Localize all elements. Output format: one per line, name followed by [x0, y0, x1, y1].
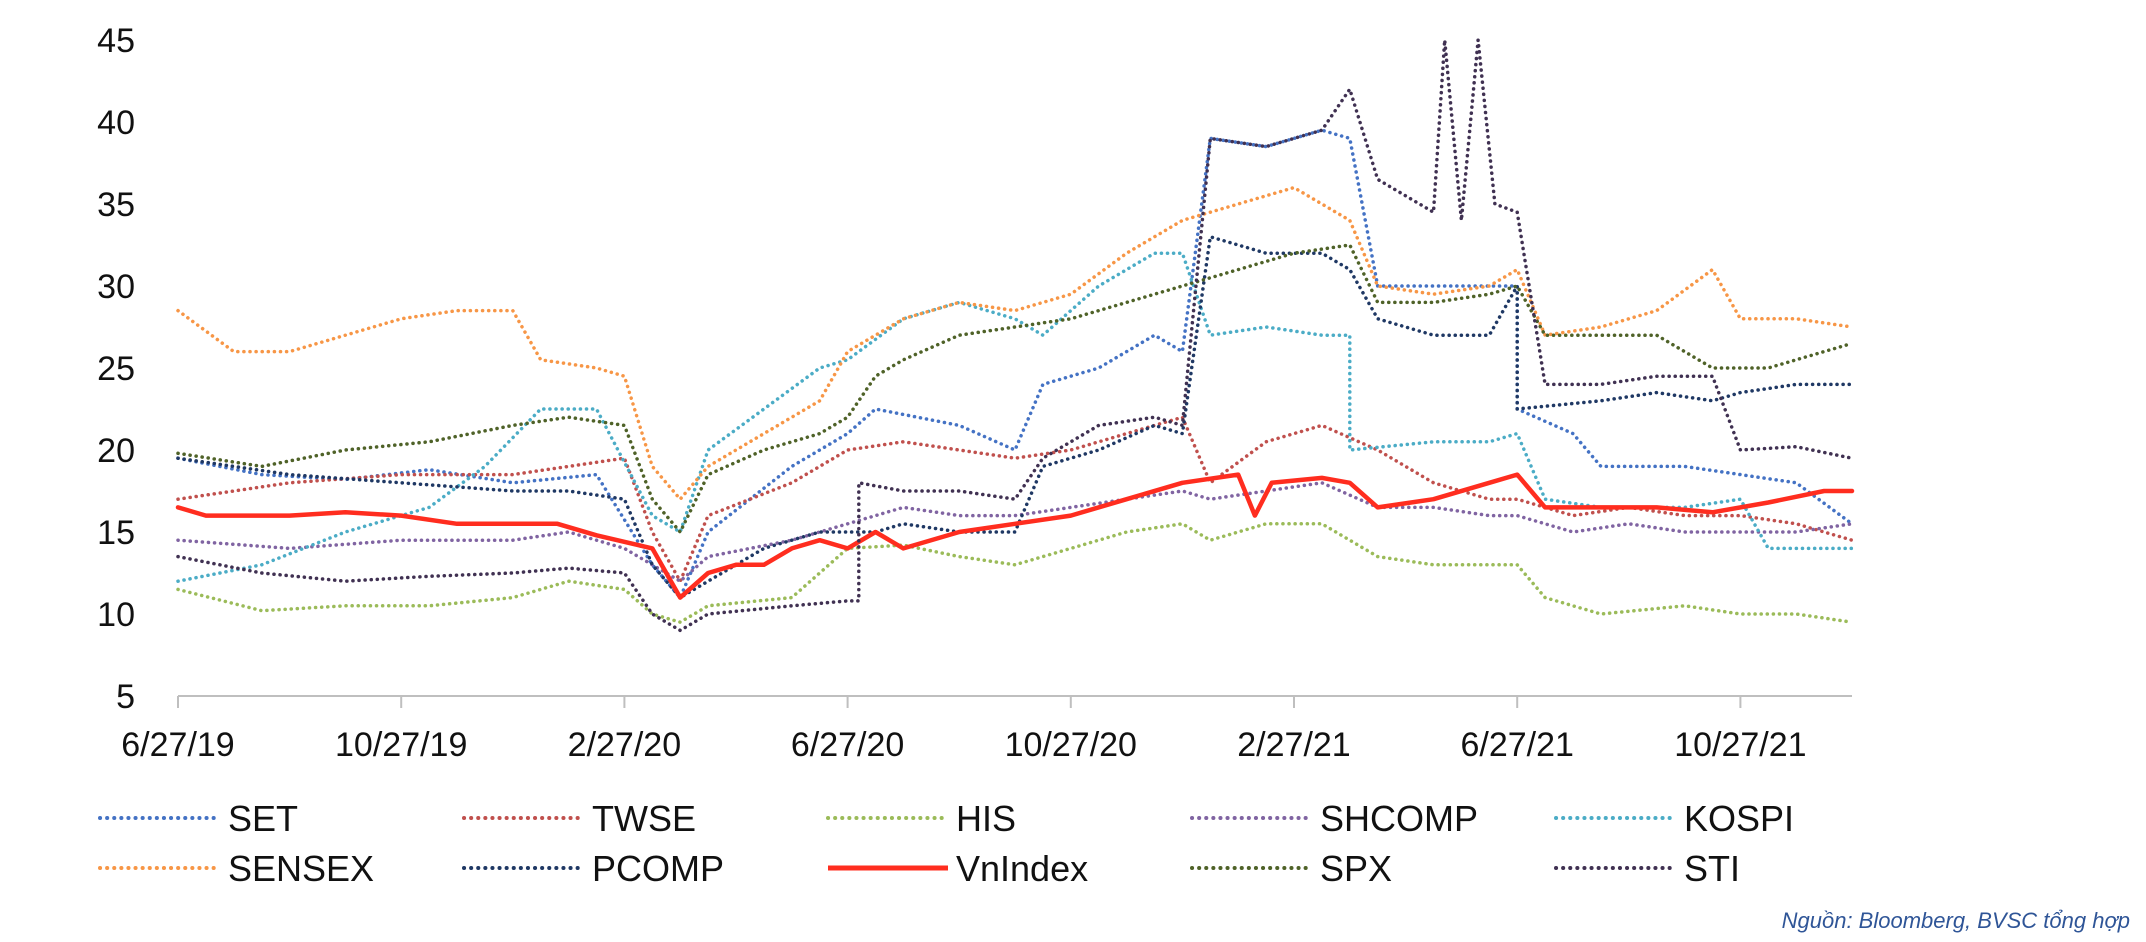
series-layer — [175, 38, 1855, 633]
legend-item-kospi: KOSPI — [1554, 798, 1794, 839]
x-tick-label: 6/27/20 — [791, 726, 904, 764]
legend-label: VnIndex — [956, 848, 1088, 889]
legend-item-sensex: SENSEX — [98, 848, 374, 889]
x-axis: 6/27/19 10/27/19 2/27/20 6/27/20 10/27/20 2/2… — [121, 695, 1852, 764]
y-tick-label: 25 — [97, 350, 135, 388]
y-tick-label: 15 — [97, 514, 135, 552]
series-line-shcomp — [176, 481, 1854, 583]
series-line-twse — [176, 415, 1854, 583]
series-line-sti — [176, 38, 1854, 633]
legend-label: HIS — [956, 798, 1016, 839]
legend-item-set: SET — [98, 798, 298, 839]
legend-label: SHCOMP — [1320, 798, 1478, 839]
series-line-his — [176, 522, 1854, 624]
x-tick-label: 10/27/21 — [1674, 726, 1806, 764]
legend-item-sti: STI — [1554, 848, 1740, 889]
legend-label: TWSE — [592, 798, 696, 839]
legend-label: STI — [1684, 848, 1740, 889]
y-tick-label: 40 — [97, 104, 135, 142]
y-tick-label: 10 — [97, 596, 135, 634]
legend-label: SET — [228, 798, 298, 839]
series-line-sensex — [176, 185, 1854, 501]
y-tick-label: 5 — [116, 678, 135, 716]
x-tick-label: 10/27/20 — [1005, 726, 1137, 764]
x-tick-label: 2/27/21 — [1237, 726, 1350, 764]
x-tick-label: 10/27/19 — [335, 726, 467, 764]
y-tick-label: 45 — [97, 22, 135, 60]
legend-item-shcomp: SHCOMP — [1190, 798, 1478, 839]
legend: SET TWSE HIS SHCOMP KOSPI SENSEX PCOMP VnIndex S… — [98, 798, 1794, 889]
series-line-kospi — [176, 251, 1854, 583]
y-tick-label: 20 — [97, 432, 135, 470]
source-note: Nguồn: Bloomberg, BVSC tổng hợp — [1781, 908, 2130, 933]
series-line-spx — [176, 243, 1854, 534]
legend-item-spx: SPX — [1190, 848, 1392, 889]
legend-item-his: HIS — [826, 798, 1016, 839]
y-axis: 5 10 15 20 25 30 35 40 45 — [97, 22, 135, 716]
legend-item-vnindex: VnIndex — [828, 848, 1088, 889]
legend-label: KOSPI — [1684, 798, 1794, 839]
series-line-set — [176, 128, 1854, 600]
x-tick-label: 6/27/19 — [121, 726, 234, 764]
y-tick-label: 30 — [97, 268, 135, 306]
series-line-pcomp — [176, 235, 1854, 600]
legend-label: PCOMP — [592, 848, 724, 889]
x-tick-label: 6/27/21 — [1460, 726, 1573, 764]
legend-item-twse: TWSE — [462, 798, 696, 839]
legend-label: SPX — [1320, 848, 1392, 889]
series-line-vnindex — [175, 472, 1855, 600]
legend-label: SENSEX — [228, 848, 374, 889]
legend-item-pcomp: PCOMP — [462, 848, 724, 889]
x-tick-label: 2/27/20 — [568, 726, 681, 764]
y-tick-label: 35 — [97, 186, 135, 224]
